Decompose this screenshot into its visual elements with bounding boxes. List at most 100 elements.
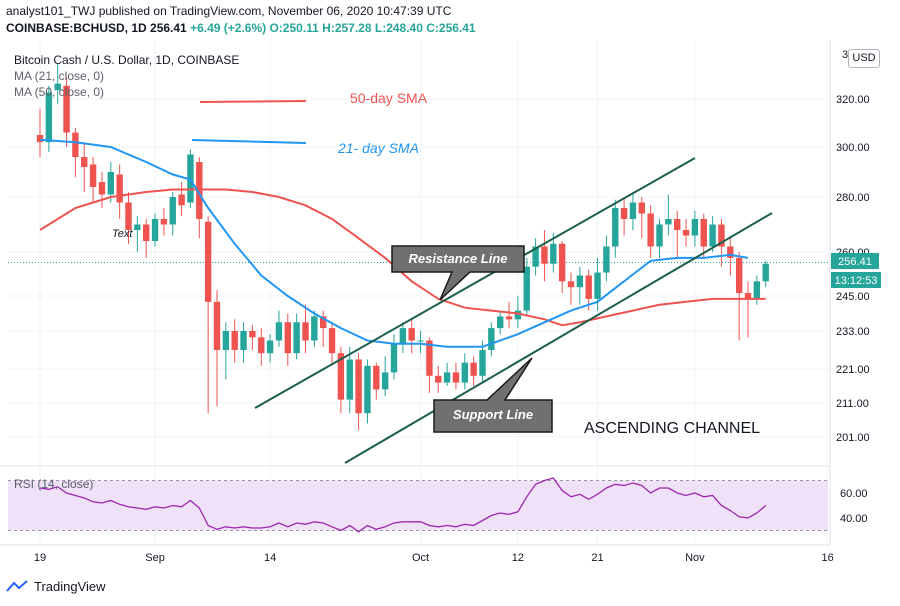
candle-body <box>541 246 548 264</box>
tradingview-logo-icon <box>6 579 28 592</box>
candle-body <box>550 243 557 264</box>
x-tick-label: 16 <box>822 552 834 564</box>
last-price-tag-label: 256.41 <box>838 256 872 268</box>
candle-body <box>603 246 610 273</box>
x-tick-label: 19 <box>34 552 46 564</box>
y-tick-label: 245.00 <box>836 291 870 303</box>
y-tick-label: 211.00 <box>836 398 869 410</box>
candle-body <box>682 230 690 236</box>
footer: TradingView <box>6 579 106 594</box>
support-label: Support Line <box>453 407 533 422</box>
candle-body <box>293 322 300 354</box>
candle-body <box>204 221 212 302</box>
candle-body <box>346 359 353 400</box>
candle-body <box>355 359 362 414</box>
text-tag: Text <box>112 228 133 240</box>
candle-body <box>452 372 460 383</box>
candle-body <box>381 372 389 390</box>
candle-body <box>373 365 380 390</box>
y-tick-label: 300.00 <box>836 142 870 154</box>
candle-body <box>488 328 495 350</box>
candle-body <box>284 322 291 354</box>
ohlc-values: +6.49 (+2.6%) O:250.11 H:257.28 L:248.40… <box>190 21 476 35</box>
candle-body <box>638 202 645 214</box>
currency-badge[interactable]: USD <box>848 49 880 68</box>
footer-brand: TradingView <box>34 579 106 594</box>
candle-body <box>762 263 769 282</box>
candle-body <box>567 281 575 288</box>
chart-legend-ma50: MA (50, close, 0) <box>14 85 105 99</box>
candle-body <box>98 182 106 195</box>
publisher-line: analyst101_TWJ published on TradingView.… <box>6 4 452 18</box>
candle-body <box>169 197 176 225</box>
y-tick-label: 201.00 <box>836 432 870 444</box>
candle-body <box>629 202 637 219</box>
candle-body <box>72 132 79 157</box>
candle-body <box>328 328 336 354</box>
rsi-tick-label: 60.00 <box>840 488 868 500</box>
candle-body <box>426 340 433 376</box>
candle-body <box>585 275 592 299</box>
candle-body <box>443 372 451 383</box>
candle-body <box>470 362 477 376</box>
candle-body <box>727 246 734 258</box>
candle-body <box>744 293 752 299</box>
x-tick-label: 14 <box>264 552 276 564</box>
x-tick-label: Nov <box>685 552 705 564</box>
candle-body <box>399 328 407 344</box>
rsi-band <box>8 480 828 531</box>
y-tick-label: 221.00 <box>836 364 870 376</box>
top-tick-partial: 3 <box>842 49 848 61</box>
label-21sma: 21- day SMA <box>337 140 419 156</box>
candle-body <box>302 322 309 341</box>
candle-body <box>461 362 468 383</box>
candle-body <box>258 337 265 354</box>
y-tick-label: 233.00 <box>836 326 870 338</box>
candle-body <box>612 208 619 247</box>
candle-body <box>143 224 150 241</box>
candle-body <box>408 328 415 341</box>
candle-body <box>116 174 123 203</box>
last-price: 256.41 <box>150 21 187 35</box>
candle-body <box>523 266 530 311</box>
candle-body <box>81 157 88 167</box>
candle-body <box>134 224 141 230</box>
countdown-tag-label: 13:12:53 <box>835 275 878 287</box>
ma21-line <box>39 138 749 348</box>
candle-body <box>63 85 70 133</box>
ma50-line <box>39 188 766 327</box>
legend-line-50sma <box>199 100 307 103</box>
candle-body <box>665 219 672 225</box>
candle-body <box>178 194 185 206</box>
x-tick-label: 21 <box>591 552 603 564</box>
candle-body <box>240 331 247 350</box>
candle-body <box>497 316 504 329</box>
channel-lower-line <box>344 212 773 464</box>
rsi-tick-label: 40.00 <box>840 513 868 525</box>
symbol-line: COINBASE:BCHUSD, 1D 256.41 +6.49 (+2.6%)… <box>6 21 476 35</box>
candle-body <box>151 219 159 241</box>
candle-body <box>107 172 114 195</box>
candle-body <box>36 135 44 143</box>
candle-body <box>753 281 761 299</box>
candle-body <box>275 322 283 341</box>
rsi-legend: RSI (14, close) <box>14 477 94 491</box>
chart-legend-ma21: MA (21, close, 0) <box>14 69 105 83</box>
candle-body <box>89 164 97 187</box>
candle-body <box>125 202 132 230</box>
x-tick-label: Oct <box>412 552 429 564</box>
candle-body <box>266 340 274 354</box>
label-50sma: 50-day SMA <box>350 90 428 106</box>
candle-body <box>718 224 725 247</box>
candle-body <box>249 331 256 338</box>
candle-body <box>54 83 61 91</box>
symbol-name: COINBASE:BCHUSD, 1D <box>6 21 147 35</box>
candle-body <box>435 375 442 383</box>
countdown-tag <box>831 272 881 288</box>
candle-body <box>479 350 486 376</box>
y-tick-label: 320.00 <box>836 94 870 106</box>
candle-body <box>576 275 584 288</box>
candle-body <box>514 310 522 320</box>
candle-body <box>594 272 601 299</box>
